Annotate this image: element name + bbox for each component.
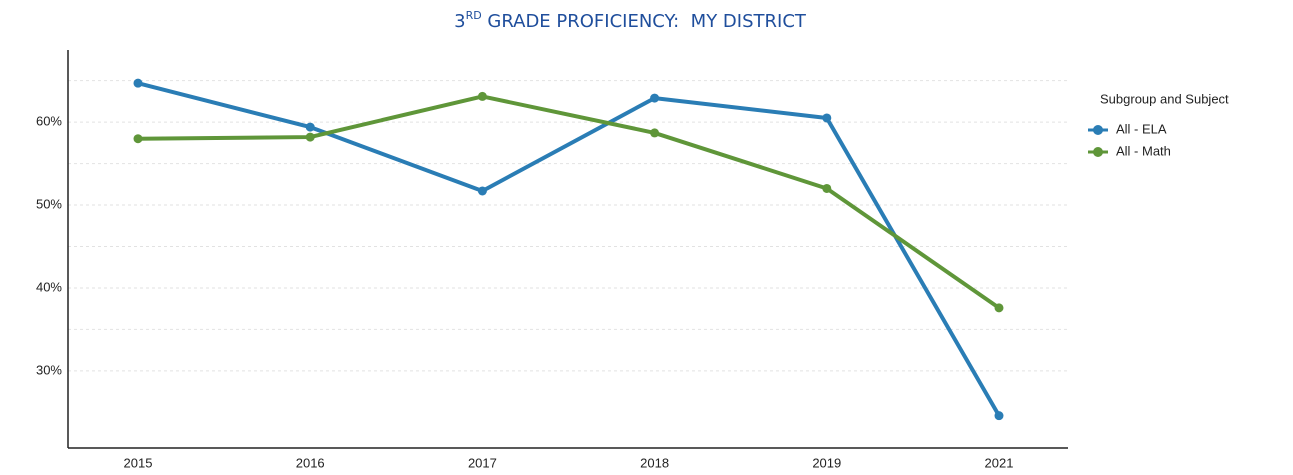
point (994, 411, 1004, 421)
legend-marker (1093, 147, 1103, 157)
point (477, 186, 487, 196)
y-tick-label: 50% (36, 196, 62, 211)
x-tick-label: 2015 (124, 455, 153, 470)
point (822, 113, 832, 123)
point (822, 183, 832, 193)
point (305, 132, 315, 142)
point (477, 91, 487, 101)
title-superscript: RD (466, 9, 482, 22)
series-line (137, 81, 1001, 417)
y-tick-label: 40% (36, 279, 62, 294)
series-line (137, 94, 1001, 310)
x-tick-label: 2021 (985, 455, 1014, 470)
title-rest: GRADE PROFICIENCY: MY DISTRICT (482, 11, 807, 32)
point (133, 134, 143, 144)
x-tick-label: 2017 (468, 455, 497, 470)
x-tick-label: 2016 (296, 455, 325, 470)
x-tick-label: 2019 (812, 455, 841, 470)
chart-title: 3RD GRADE PROFICIENCY: MY DISTRICT (454, 9, 807, 32)
point (133, 78, 143, 88)
point (305, 122, 315, 132)
point (994, 303, 1004, 313)
legend-title: Subgroup and Subject (1100, 91, 1229, 106)
legend-label: All - Math (1116, 143, 1171, 158)
x-tick-label: 2018 (640, 455, 669, 470)
point (650, 93, 660, 103)
legend-label: All - ELA (1116, 121, 1167, 136)
y-tick-label: 60% (36, 114, 62, 129)
point (650, 128, 660, 138)
y-tick-label: 30% (36, 362, 62, 377)
title-base: 3 (454, 11, 465, 32)
legend-marker (1093, 125, 1103, 135)
